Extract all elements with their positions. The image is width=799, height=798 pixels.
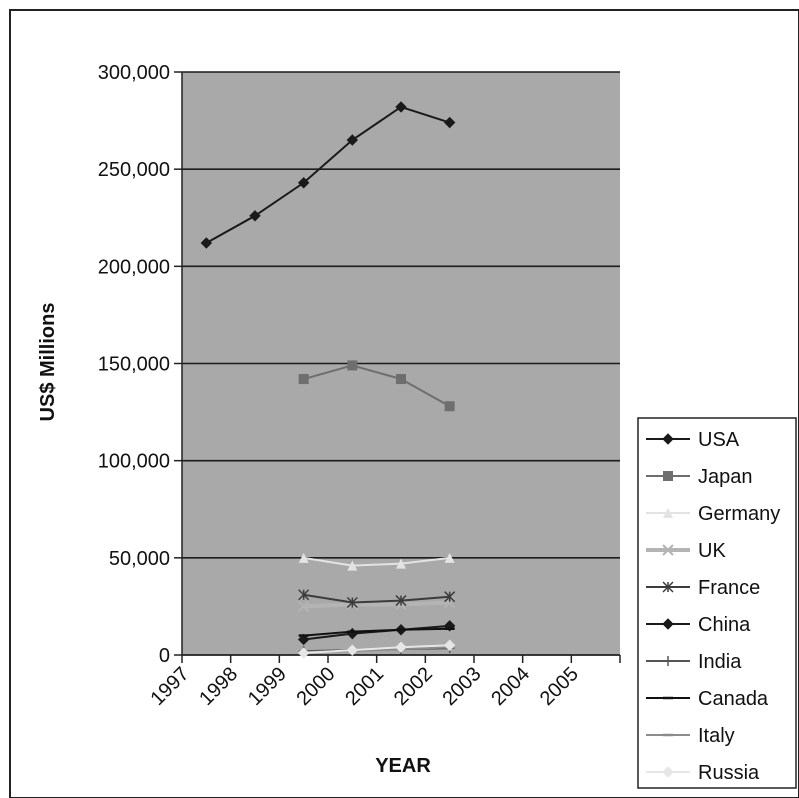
legend-entry-france: France (646, 577, 760, 599)
data-point-uk (297, 600, 310, 613)
data-point-france (395, 595, 407, 607)
series-lines (200, 101, 456, 659)
x-axis-label: YEAR (375, 755, 431, 777)
chart-border (9, 9, 799, 798)
y-tick-label: 250,000 (98, 159, 170, 181)
legend-swatch-marker (662, 766, 674, 778)
x-tick-label: 2004 (487, 663, 534, 710)
legend-swatch-marker (662, 544, 674, 556)
y-tick-label: 200,000 (98, 256, 170, 278)
x-tick-label: 1998 (195, 663, 242, 710)
legend-label: USA (698, 429, 740, 451)
data-point-usa (395, 101, 407, 113)
legend-swatch-marker (662, 433, 674, 445)
legend-entry-canada: Canada (646, 688, 769, 710)
legend-label: Germany (698, 503, 780, 525)
data-point-usa (443, 116, 456, 129)
legend-label: Italy (698, 725, 735, 747)
data-point-russia (297, 647, 310, 659)
x-tick-label: 2005 (536, 663, 583, 710)
data-point-russia (395, 641, 407, 653)
y-axis-ticks: 0 50,000 100,000 150,000 200,000 250,000 300,0… (98, 62, 182, 667)
data-point-germany (396, 558, 406, 569)
series-japan (298, 360, 455, 412)
legend-entry-russia: Russia (646, 762, 760, 784)
series-usa (200, 101, 456, 249)
series-canada (298, 627, 455, 637)
legend-label: India (698, 651, 742, 673)
data-point-japan (347, 360, 358, 371)
y-tick-label: 50,000 (109, 548, 170, 570)
data-point-usa (200, 237, 213, 249)
data-point-japan (444, 401, 455, 412)
legend-swatch-marker (663, 656, 673, 666)
y-tick-label: 300,000 (98, 62, 170, 84)
series-line-russia (303, 644, 450, 655)
series-line-japan (303, 364, 451, 408)
data-point-germany (444, 552, 455, 563)
legend-label: Japan (698, 466, 753, 488)
legend-label: Canada (698, 688, 769, 710)
legend-label: Russia (698, 762, 760, 784)
series-line-uk (303, 600, 450, 609)
legend-swatch-marker (663, 471, 673, 481)
data-point-usa (249, 210, 261, 222)
series-line-france (303, 593, 450, 604)
data-point-germany (347, 560, 358, 571)
data-point-russia (443, 639, 456, 651)
x-tick-label: 1997 (147, 663, 194, 710)
data-point-china (297, 633, 310, 646)
data-point-japan (396, 374, 406, 385)
data-point-usa (346, 134, 359, 146)
data-point-france (298, 589, 310, 601)
legend-entry-germany: Germany (646, 503, 780, 525)
data-point-germany (298, 552, 309, 563)
series-russia (297, 639, 456, 659)
legend-swatch-marker (663, 508, 673, 518)
legend-entry-india: India (646, 651, 742, 673)
legend-entry-italy: Italy (646, 725, 735, 747)
legend: USA Japan Germany UK France China India Canada I… (637, 417, 797, 789)
x-tick-label: 2003 (439, 663, 486, 710)
legend-entry-uk: UK (646, 540, 726, 562)
data-point-japan (298, 374, 309, 385)
x-tick-label: 1999 (244, 663, 291, 710)
data-point-russia (346, 644, 359, 656)
series-line-germany (303, 556, 450, 567)
y-axis-label: US$ Millions (37, 303, 59, 422)
legend-label: UK (698, 540, 726, 562)
legend-entry-china: China (646, 614, 751, 636)
y-tick-label: 100,000 (98, 451, 170, 473)
y-tick-label: 150,000 (98, 354, 170, 376)
series-germany (298, 552, 455, 571)
legend-label: France (698, 577, 760, 599)
data-point-france (444, 591, 456, 603)
x-tick-label: 2001 (341, 663, 388, 710)
legend-entry-usa: USA (646, 429, 740, 451)
series-line-canada (303, 627, 450, 637)
series-line-usa (205, 105, 450, 244)
x-axis-ticks: 1997 1998 1999 2000 2001 2002 2003 2004 2005 (147, 655, 621, 710)
data-point-usa (297, 177, 310, 189)
legend-swatch-marker (662, 618, 674, 630)
series-france (298, 589, 456, 609)
legend-label: China (698, 614, 751, 636)
y-tick-label: 0 (159, 645, 170, 667)
x-tick-label: 2002 (390, 663, 437, 710)
x-tick-label: 2000 (293, 663, 340, 710)
data-point-france (346, 596, 358, 609)
legend-swatch-marker (662, 581, 674, 593)
legend-entry-japan: Japan (646, 466, 753, 488)
